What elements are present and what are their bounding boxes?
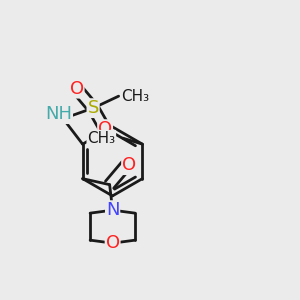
Text: CH₃: CH₃ (87, 130, 116, 146)
Text: O: O (70, 80, 84, 98)
Text: O: O (98, 120, 112, 138)
Text: S: S (87, 99, 99, 117)
Text: O: O (106, 234, 120, 252)
Text: O: O (122, 156, 136, 174)
Text: CH₃: CH₃ (122, 88, 150, 104)
Text: N: N (106, 201, 119, 219)
Text: NH: NH (45, 105, 72, 123)
